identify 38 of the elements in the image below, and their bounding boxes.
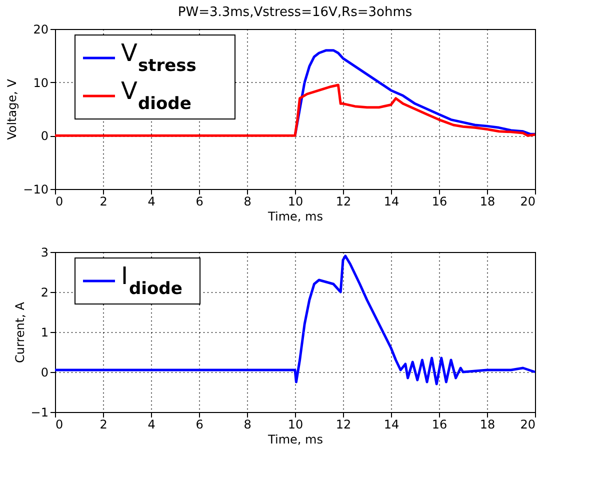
x-tick-label: 0 [56,194,64,208]
line-series [54,84,536,137]
x-tick-label: 10 [288,418,304,432]
x-tick-label: 16 [432,418,448,432]
y-tick-label: 0 [40,129,48,144]
x-tick-label: 2 [100,418,108,432]
y-axis-title: Voltage, V [5,78,20,140]
x-tick-label: 18 [480,418,496,432]
x-tick-label: 20 [520,418,536,432]
x-tick-label: 12 [336,418,352,432]
x-tick-label: 16 [432,194,448,208]
x-tick-label: 20 [520,194,536,208]
y-tick-label: −1 [30,406,48,420]
y-tick-label: −10 [23,182,48,196]
x-tick-label: 10 [288,194,304,208]
x-tick-label: 8 [244,418,252,432]
x-tick-label: 14 [384,418,400,432]
x-tick-label: 6 [196,418,204,432]
y-tick-label: 3 [40,246,48,260]
x-tick-label: 2 [100,194,108,208]
x-axis-title: Time, ms [267,432,323,446]
x-tick-label: 0 [56,418,64,432]
x-tick-label: 4 [148,194,156,208]
y-tick-label: 0 [40,366,48,380]
line-series [54,254,536,386]
y-tick-label: 20 [33,22,48,36]
x-tick-label: 6 [196,194,204,208]
y-tick-label: 1 [40,326,48,340]
x-tick-label: 12 [336,194,352,208]
y-tick-label: 10 [33,76,48,90]
x-tick-label: 4 [148,418,156,432]
chart-title: PW=3.3ms,Vstress=16V,Rs=3ohms [178,5,412,20]
x-tick-label: 14 [384,194,400,208]
x-axis-title: Time, ms [267,210,323,224]
x-tick-label: 18 [480,194,496,208]
x-tick-label: 8 [244,194,252,208]
y-tick-label: 2 [40,286,48,300]
y-axis-title: Current, A [12,301,27,363]
